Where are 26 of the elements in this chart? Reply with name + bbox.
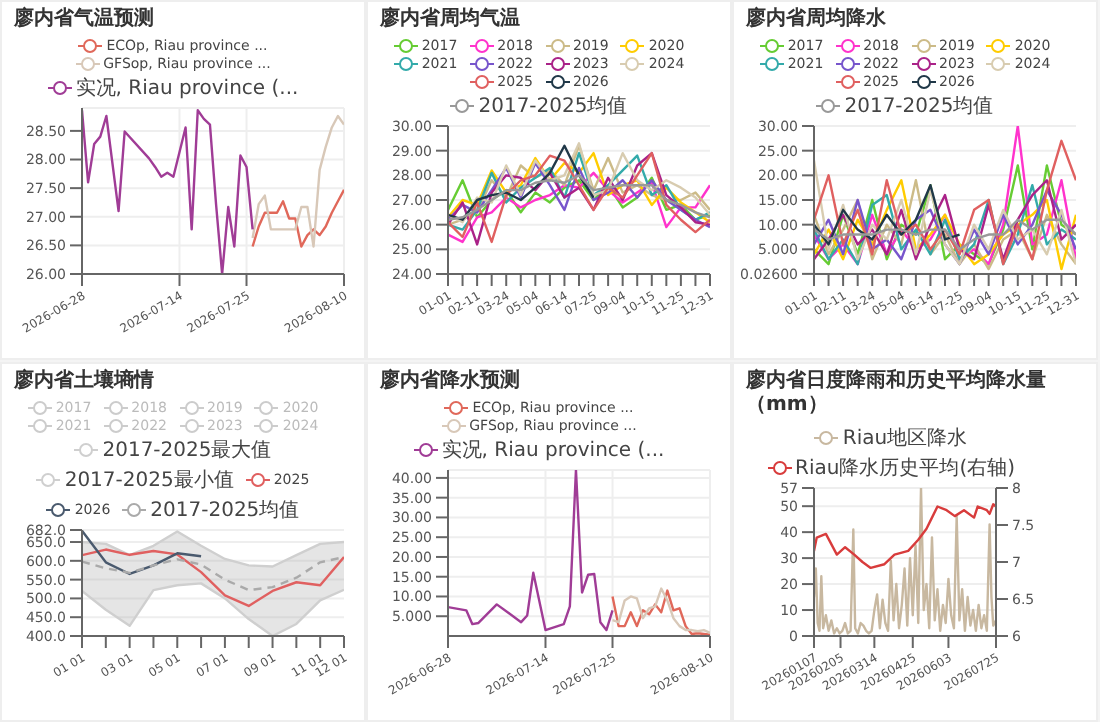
line-series [82, 554, 344, 591]
legend-label: 2017-2025均值 [476, 94, 628, 120]
legend-label: Riau降水历史平均(右轴) [793, 455, 1015, 481]
line-series [448, 171, 710, 244]
chart-title: 廖内省降水预测 [378, 366, 522, 395]
chart-title: 廖内省周均降水 [744, 4, 888, 34]
line-series [448, 144, 595, 221]
chart-title: 廖内省土壤墒情 [12, 366, 156, 395]
chart-title: 廖内省周均气温 [378, 4, 522, 34]
line-series [448, 469, 614, 631]
line-series [251, 188, 344, 248]
legend-label: Riau地区降水 [840, 425, 968, 451]
legend-label: 2017-2025最大值 [100, 437, 272, 463]
legend-label: 2017-2025均值 [842, 94, 994, 120]
line-series [814, 218, 1076, 251]
line-series [814, 502, 996, 569]
chart-title: 廖内省气温预测 [12, 4, 156, 34]
chart-title: 廖内省日度降雨和历史平均降水量（mm） [744, 366, 1048, 419]
legend-label: 实况, Riau province (... [73, 75, 299, 102]
legend-label: 2017-2025最小值 [62, 467, 234, 493]
line-series [82, 547, 344, 607]
line-series [814, 184, 961, 246]
line-series [82, 529, 203, 575]
line-series [251, 114, 344, 248]
legend-label: 2017-2025均值 [148, 497, 300, 523]
legend-label: 实况, Riau province (... [439, 437, 665, 463]
